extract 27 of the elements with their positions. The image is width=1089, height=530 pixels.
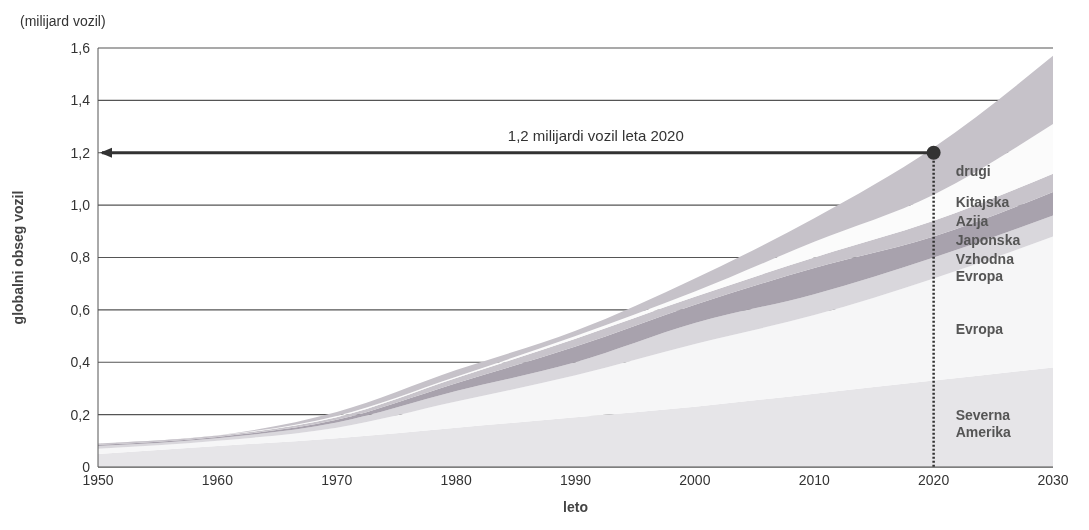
x-tick-label: 2010	[798, 471, 831, 488]
x-tick-label: 2020	[918, 471, 950, 488]
y-tick-label: 0,8	[70, 249, 91, 266]
series-label: drugi	[955, 162, 991, 179]
y-tick-label: 1,2	[70, 144, 91, 161]
y-tick-label: 0,2	[70, 406, 91, 423]
series-label: Japonska	[955, 231, 1021, 248]
y-tick-label: 0,4	[70, 354, 91, 371]
series-label: Severna Amerika	[955, 406, 1012, 440]
series-label: Evropa	[955, 321, 1004, 338]
ref-line-label: 1,2 milijardi vozil leta 2020	[507, 126, 684, 144]
y-tick-label: 1,6	[70, 39, 91, 56]
x-tick-label: 1960	[201, 471, 234, 488]
x-tick-label: 1970	[321, 471, 353, 488]
y-tick-label: 1,0	[70, 197, 91, 214]
x-tick-label: 2030	[1037, 471, 1069, 488]
series-label: Vzhodna Evropa	[955, 250, 1015, 284]
text: (milijard vozil)	[20, 13, 106, 29]
x-tick-label: 1990	[559, 471, 592, 488]
y-tick-label: 1,4	[70, 92, 91, 109]
x-tick-label: 2000	[679, 471, 711, 488]
series-label: Azija	[955, 212, 989, 229]
x-tick-label: 1980	[440, 471, 472, 488]
y-axis-title: globalni obseg vozil	[9, 190, 26, 325]
y-tick-label: 0,6	[70, 301, 91, 318]
x-axis-title: leto	[563, 499, 588, 515]
series-label: Kitajska	[955, 193, 1010, 210]
